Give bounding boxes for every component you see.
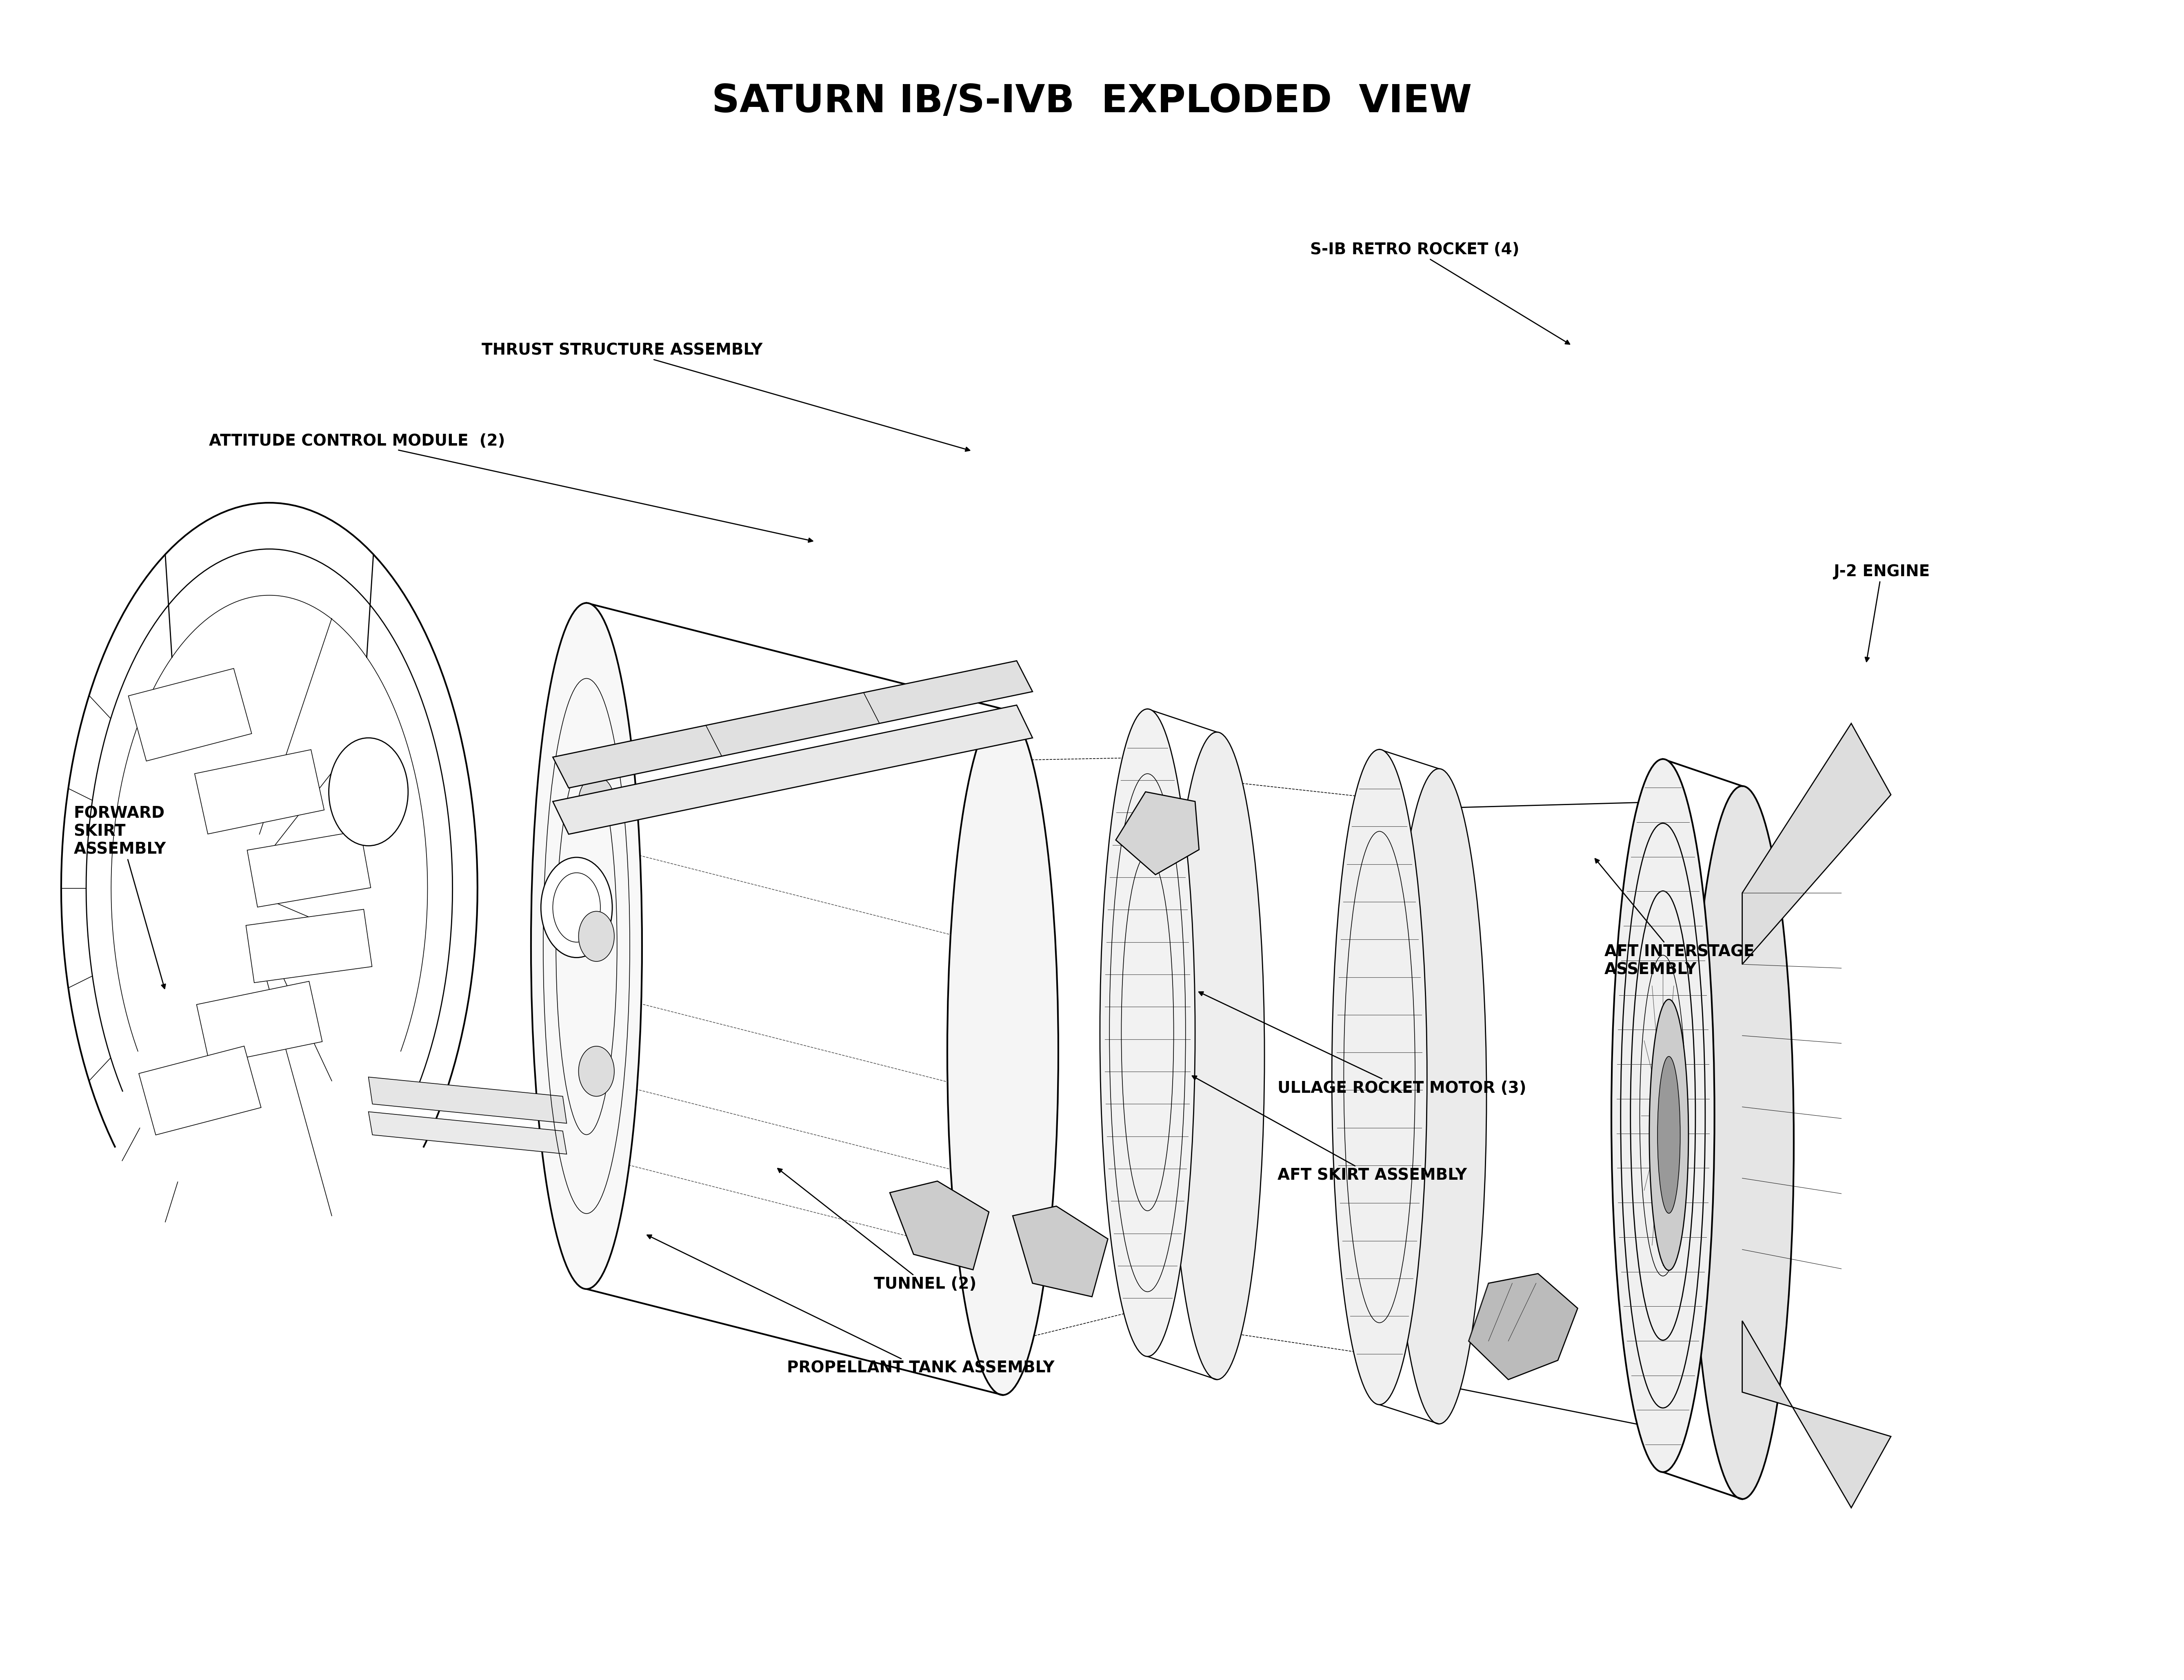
- Ellipse shape: [1612, 759, 1714, 1472]
- Polygon shape: [889, 1181, 989, 1270]
- Text: S-IB RETRO ROCKET (4): S-IB RETRO ROCKET (4): [1310, 242, 1570, 344]
- Text: TUNNEL (2): TUNNEL (2): [778, 1168, 976, 1292]
- Polygon shape: [197, 981, 323, 1065]
- Text: ATTITUDE CONTROL MODULE  (2): ATTITUDE CONTROL MODULE (2): [210, 433, 812, 543]
- Ellipse shape: [1690, 786, 1793, 1499]
- Polygon shape: [1116, 791, 1199, 875]
- Ellipse shape: [542, 857, 612, 958]
- Text: PROPELLANT TANK ASSEMBLY: PROPELLANT TANK ASSEMBLY: [646, 1235, 1055, 1376]
- Polygon shape: [247, 830, 371, 907]
- Text: THRUST STRUCTURE ASSEMBLY: THRUST STRUCTURE ASSEMBLY: [480, 343, 970, 452]
- Ellipse shape: [330, 738, 408, 845]
- Ellipse shape: [579, 1047, 614, 1097]
- Polygon shape: [1013, 1206, 1107, 1297]
- Text: SATURN IB/S-IVB  EXPLODED  VIEW: SATURN IB/S-IVB EXPLODED VIEW: [712, 82, 1472, 121]
- Polygon shape: [1743, 724, 1891, 964]
- Ellipse shape: [553, 874, 601, 942]
- Polygon shape: [194, 749, 323, 833]
- Polygon shape: [553, 660, 1033, 788]
- Ellipse shape: [1168, 732, 1265, 1379]
- Polygon shape: [553, 706, 1033, 835]
- Polygon shape: [369, 1077, 566, 1124]
- Ellipse shape: [579, 911, 614, 961]
- Ellipse shape: [948, 709, 1059, 1394]
- Ellipse shape: [1649, 1000, 1688, 1270]
- Text: J-2 ENGINE: J-2 ENGINE: [1832, 564, 1931, 662]
- Ellipse shape: [1391, 769, 1487, 1425]
- Ellipse shape: [531, 603, 642, 1289]
- Polygon shape: [1743, 1320, 1891, 1507]
- Ellipse shape: [1101, 709, 1195, 1356]
- Text: AFT SKIRT ASSEMBLY: AFT SKIRT ASSEMBLY: [1192, 1075, 1468, 1183]
- Text: ULLAGE ROCKET MOTOR (3): ULLAGE ROCKET MOTOR (3): [1199, 991, 1527, 1095]
- Text: AFT INTERSTAGE
ASSEMBLY: AFT INTERSTAGE ASSEMBLY: [1594, 858, 1754, 978]
- Ellipse shape: [1332, 749, 1426, 1404]
- Ellipse shape: [1658, 1057, 1679, 1213]
- Polygon shape: [247, 909, 371, 983]
- Polygon shape: [369, 1112, 566, 1154]
- Polygon shape: [1468, 1273, 1577, 1379]
- Ellipse shape: [579, 776, 614, 827]
- Text: FORWARD
SKIRT
ASSEMBLY: FORWARD SKIRT ASSEMBLY: [74, 806, 166, 988]
- Polygon shape: [129, 669, 251, 761]
- Polygon shape: [140, 1047, 262, 1136]
